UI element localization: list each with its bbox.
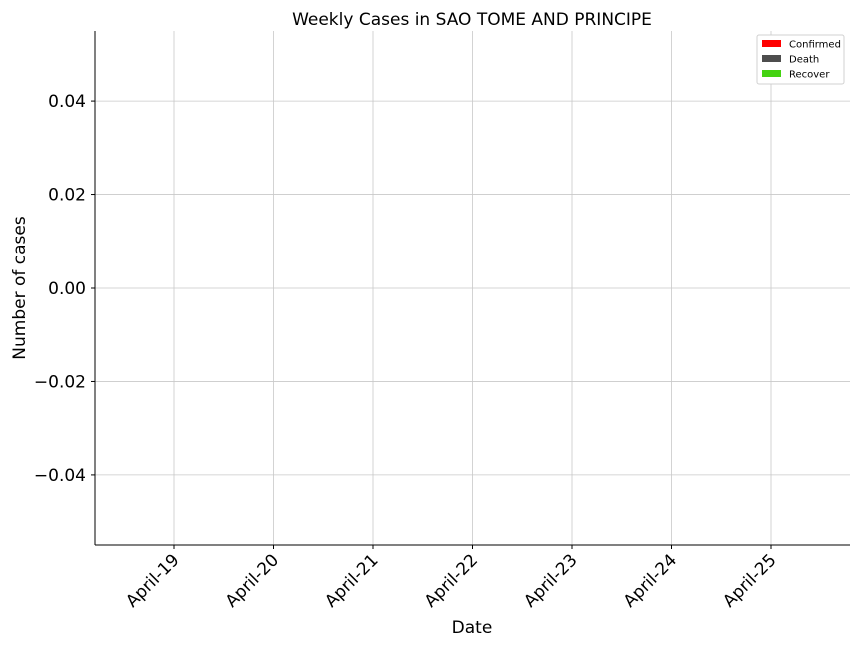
x-tick-labels: April-19 April-20 April-21 April-22 April-23… xyxy=(122,545,781,612)
x-tick-label: April-24 xyxy=(620,550,681,611)
y-tick-labels: −0.04 −0.02 0.00 0.02 0.04 xyxy=(34,92,95,486)
legend-label-confirmed: Confirmed xyxy=(789,40,841,51)
legend-swatch-death xyxy=(762,55,781,62)
y-tick-label: 0.00 xyxy=(48,279,86,299)
x-tick-label: April-23 xyxy=(520,550,581,611)
x-tick-label: April-21 xyxy=(321,550,382,611)
chart-title: Weekly Cases in SAO TOME AND PRINCIPE xyxy=(292,10,652,30)
legend-label-death: Death xyxy=(789,55,819,66)
legend-swatch-recover xyxy=(762,70,781,77)
x-tick-label: April-22 xyxy=(421,550,482,611)
x-tick-label: April-25 xyxy=(719,550,780,611)
x-tick-label: April-19 xyxy=(122,550,183,611)
legend: Confirmed Death Recover xyxy=(756,34,845,85)
y-tick-label: −0.04 xyxy=(34,466,86,486)
x-axis-label: Date xyxy=(452,618,493,638)
y-tick-label: 0.02 xyxy=(48,186,86,206)
x-tick-label: April-20 xyxy=(222,550,283,611)
y-axis-label: Number of cases xyxy=(10,216,30,360)
grid-lines xyxy=(95,31,850,545)
legend-label-recover: Recover xyxy=(789,70,830,81)
legend-swatch-confirmed xyxy=(762,40,781,47)
y-tick-label: 0.04 xyxy=(48,92,86,112)
y-tick-label: −0.02 xyxy=(34,372,86,392)
